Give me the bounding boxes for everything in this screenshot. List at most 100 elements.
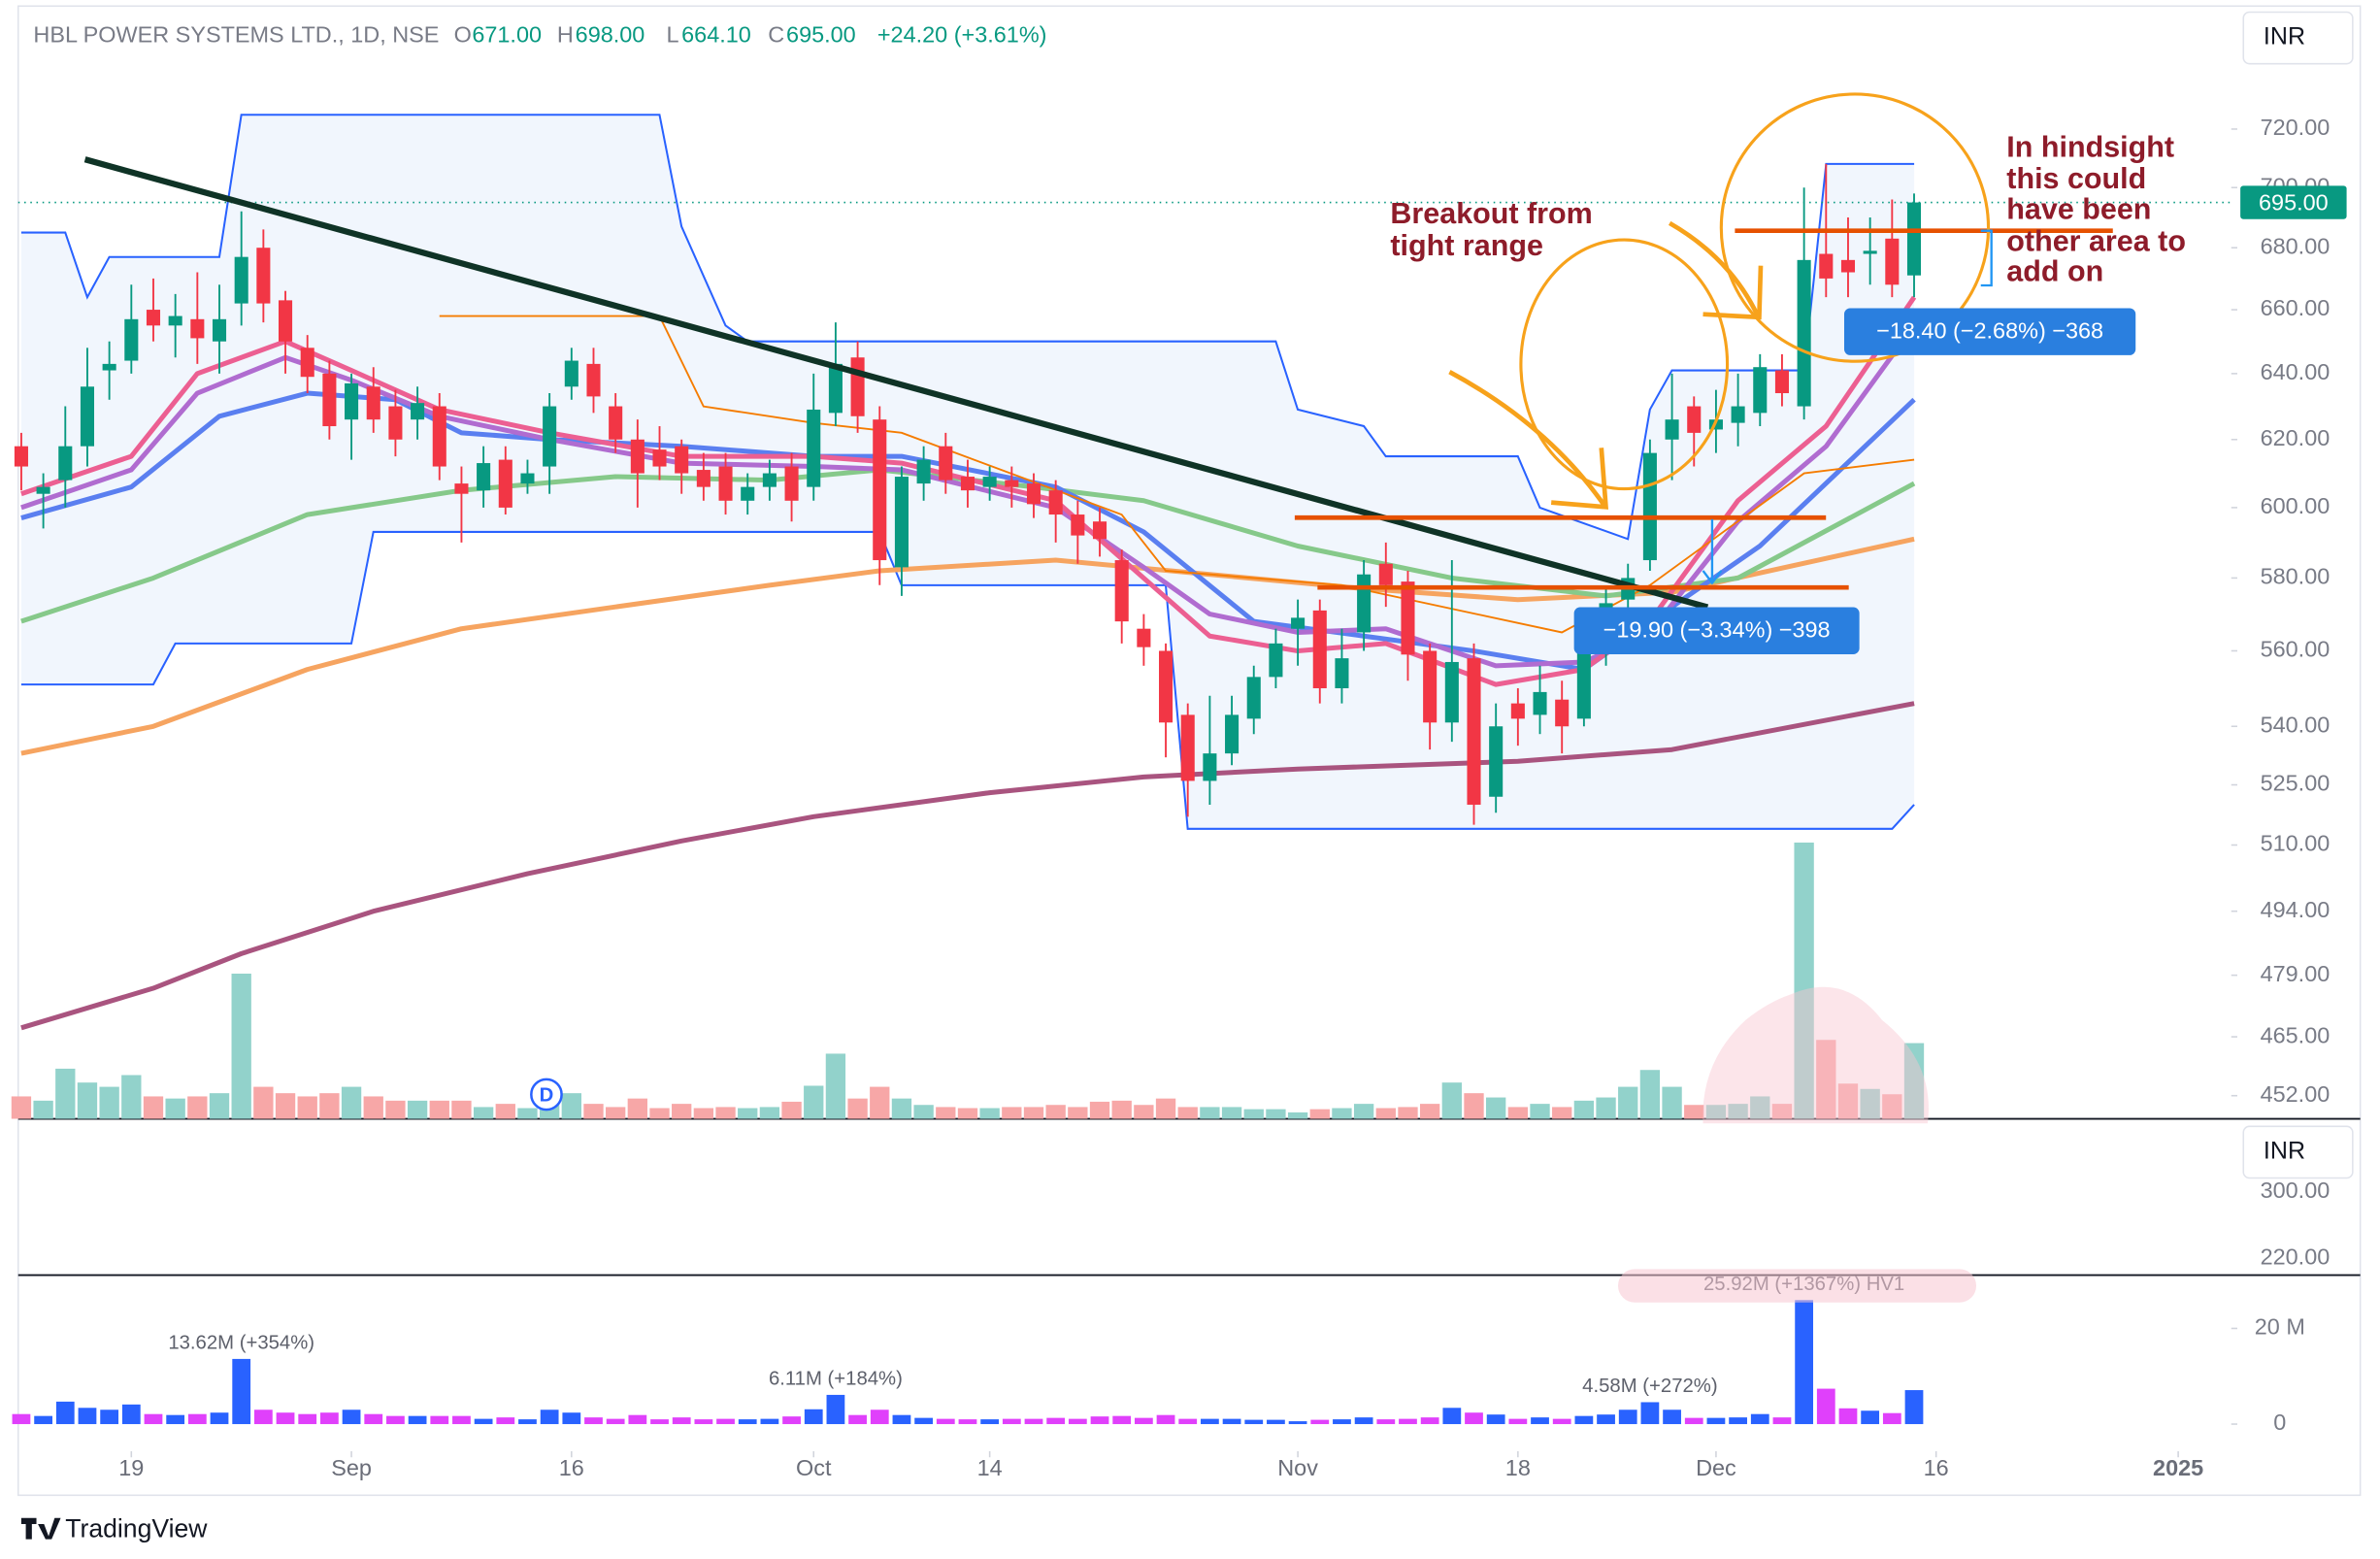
annotation-text: In hindsight [2006,130,2174,163]
brand-logo [20,1517,61,1540]
low-label: L [666,22,678,48]
volume-overlay-bar [1441,1082,1462,1119]
candle-body [1269,643,1283,678]
volume-bar [1816,1388,1835,1425]
arrow [1448,370,1606,508]
last-price-label: 695.00 [2259,189,2329,215]
candle-body [520,473,535,484]
volume-overlay-bar [891,1098,912,1119]
candle-body [498,459,512,508]
volume-bar [1399,1418,1417,1425]
x-tick-label: Dec [1696,1455,1736,1480]
candle-body [807,409,821,487]
volume-bar [496,1417,515,1425]
volume-overlay-bar [936,1107,956,1119]
volume-bar [1465,1412,1483,1425]
volume-bar [716,1418,735,1425]
volume-bar [958,1419,977,1425]
candle-body [1423,650,1438,723]
trend-line [83,156,1709,611]
volume-bar [276,1412,295,1425]
measurement-label: −18.40 (−2.68%) −368 [1876,318,2103,344]
volume-overlay-bar [1662,1086,1682,1119]
annotation-text: add on [2006,255,2103,288]
volume-bar [782,1416,801,1425]
volume-overlay-bar [1375,1108,1396,1119]
y-tick-label: 540.00 [2261,712,2330,737]
volume-overlay-bar [451,1100,472,1119]
candle-body [102,363,116,371]
candle-body [1335,658,1349,689]
currency-label[interactable]: INR [2264,1138,2305,1165]
candle-body [1576,647,1591,719]
volume-bar [1068,1418,1087,1425]
volume-overlay-bar [693,1108,714,1119]
x-tick-label: 16 [559,1455,584,1480]
volume-overlay-bar [1903,1043,1925,1119]
volume-overlay-bar [870,1086,890,1119]
candle-body [1444,661,1459,723]
arrow-head [1550,448,1609,510]
drawings: −18.40 (−2.68%) −368 −19.90 (−3.34%) −39… [83,92,2186,1303]
candle-body [1378,563,1393,585]
volume-bar [1002,1418,1021,1425]
volume-overlay-bar [1552,1107,1572,1119]
currency-button[interactable] [2242,11,2354,65]
currency-label[interactable]: INR [2264,23,2305,50]
x-tick-label: 14 [977,1455,1003,1480]
candle-body [454,483,469,494]
measurement-box [1573,607,1860,654]
volume-overlay-bar [1705,1105,1727,1119]
close-value: 695.00 [786,22,856,48]
volume-overlay-bar [1684,1105,1704,1119]
measurement-box [1843,308,2136,355]
candle-body [1180,714,1195,781]
volume-bar [1486,1414,1505,1425]
candle-body [828,363,843,414]
candle-body [345,382,359,420]
candle-body [124,318,139,361]
volume-bar [914,1417,934,1425]
volume-y-tick-label: 20 M [2255,1314,2305,1340]
last-price-tag [2240,185,2347,219]
pane2-tick-label: 220.00 [2261,1244,2330,1270]
candle-body [1048,490,1063,515]
volume-bar [672,1417,691,1425]
annotation-text: Breakout from [1390,197,1592,230]
candle-body [630,439,645,474]
volume-bar [1420,1417,1439,1425]
candle-body [1246,677,1261,719]
volume-overlay-bar [517,1108,538,1119]
candle-body [388,406,403,440]
volume-overlay-bar [1332,1108,1352,1119]
volume-overlay-bar [407,1100,428,1119]
currency-button[interactable] [2242,1125,2354,1179]
channel-upper [20,114,1915,541]
volume-overlay-bar [363,1096,383,1119]
volume-overlay-bar [1816,1040,1836,1119]
candle-body [1137,628,1151,647]
y-tick-label: 525.00 [2261,771,2330,796]
volume-bar [584,1417,603,1425]
volume-bar [78,1408,97,1425]
pane2-tick-label: 300.00 [2261,1178,2330,1203]
volume-overlay-bar [297,1096,317,1119]
annotation-text: have been [2006,192,2151,225]
dividend-label[interactable]: D [540,1084,554,1106]
volume-bar [342,1410,361,1425]
volume-overlay-bar [1177,1107,1198,1119]
volume-overlay-bar [1771,1104,1793,1119]
volume-bar [606,1418,625,1425]
volume-overlay-bar [1309,1109,1330,1119]
candle-body [916,459,931,484]
candle-body [477,463,491,491]
y-tick-label: 680.00 [2261,233,2330,258]
candle-body [1225,714,1240,754]
volume-bar [55,1401,75,1425]
volume-bar [870,1410,889,1425]
volume-overlay-bar [606,1107,626,1119]
volume-bar [1244,1419,1264,1425]
volume-overlay-bar [1618,1086,1638,1119]
candle-body [1489,726,1504,797]
dividend-marker[interactable] [530,1078,563,1111]
